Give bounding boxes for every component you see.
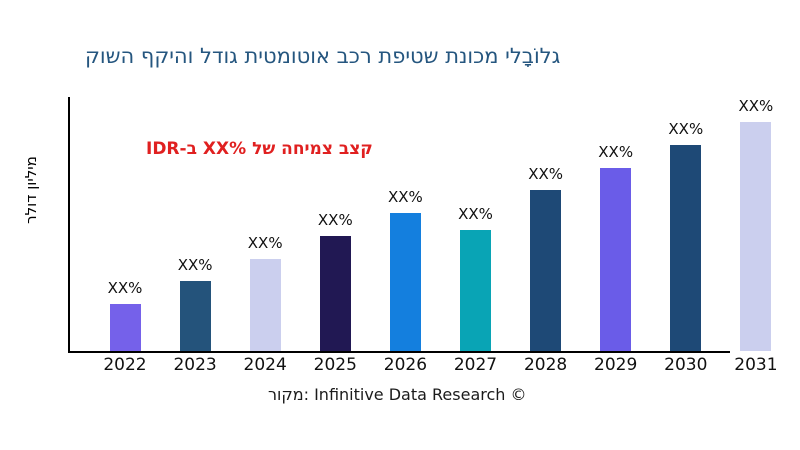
y-axis-label: מיליון דולר [22, 156, 40, 224]
bar-2026 [389, 213, 421, 351]
growth-rate-annotation: קצב צמיחה של XX% ב-IDR [146, 139, 373, 159]
bar-value-label-2022: XX% [107, 279, 143, 297]
bar-value-label-2023: XX% [177, 256, 213, 274]
bar-2022 [109, 304, 141, 351]
bar-value-label-2029: XX% [598, 143, 634, 161]
y-axis-line [68, 97, 70, 353]
bar-2027 [460, 230, 491, 351]
x-tick-label-2029: 2029 [594, 355, 638, 375]
bar-value-label-2024: XX% [247, 234, 283, 252]
annotation-growth-value: XX% [202, 139, 247, 159]
bar-2030 [670, 145, 702, 351]
bar-value-label-2025: XX% [317, 211, 353, 229]
bar-value-label-2028: XX% [528, 165, 563, 183]
x-tick-label-2031: 2031 [734, 355, 778, 375]
bar-2029 [600, 168, 632, 351]
source-credit: מקור: Infinitive Data Research © [268, 385, 527, 404]
x-axis-line [68, 351, 730, 353]
bar-value-label-2026: XX% [387, 188, 423, 206]
x-tick-label-2026: 2026 [383, 355, 428, 375]
x-tick-label-2024: 2024 [243, 355, 287, 375]
x-tick-label-2030: 2030 [664, 355, 708, 375]
bar-2025 [319, 236, 351, 351]
bar-2031 [740, 122, 772, 351]
plot-area: XX% 2022 XX% 2023 XX% 2024 XX% 2025 XX% 2026 XX% 20… [68, 97, 780, 375]
x-tick-label-2027: 2027 [453, 355, 498, 375]
chart-title: גלוֹבָלי מכונת שטיפת רכב אוטומטית גודל ו… [85, 44, 561, 68]
annotation-prefix: קצב צמיחה של [252, 139, 373, 159]
bar-2028 [530, 190, 562, 351]
bar-2023 [179, 281, 211, 351]
bar-2024 [249, 259, 281, 351]
annotation-suffix: ב-IDR [146, 139, 197, 159]
x-tick-label-2022: 2022 [103, 355, 147, 375]
bar-value-label-2027: XX% [458, 205, 493, 223]
x-tick-label-2025: 2025 [313, 355, 357, 375]
x-tick-label-2028: 2028 [523, 355, 568, 375]
bar-value-label-2030: XX% [668, 120, 704, 138]
bar-value-label-2031: XX% [738, 97, 774, 115]
x-tick-label-2023: 2023 [173, 355, 217, 375]
